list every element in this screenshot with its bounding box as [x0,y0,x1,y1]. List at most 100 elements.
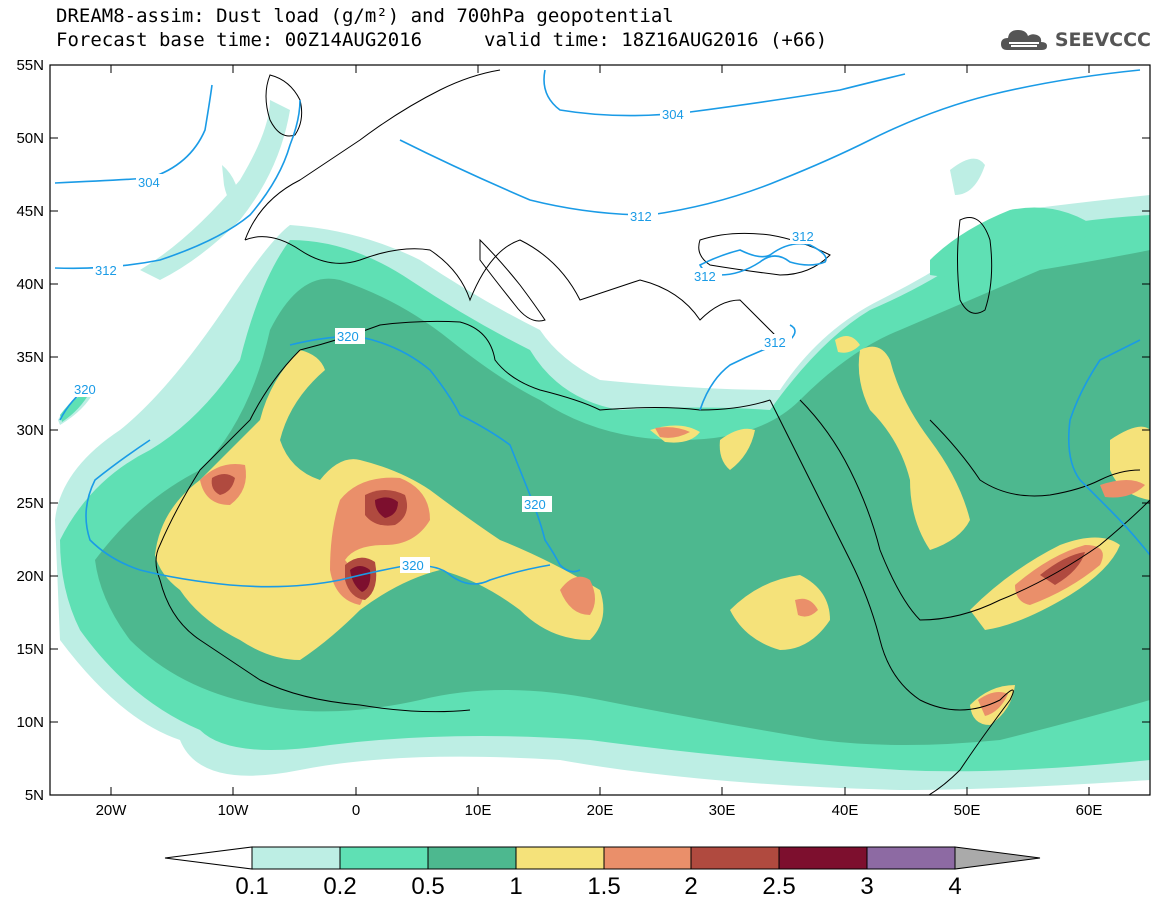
forecast-time-line: Forecast base time: 00Z14AUG2016 valid ti… [56,29,827,51]
coastline-britain [265,74,303,137]
cloud-logo-icon [1000,30,1047,50]
coastline-italy [479,238,546,322]
coastline-gulf [929,419,1141,497]
svg-text:304: 304 [138,175,160,190]
contour-label: 320 [72,381,102,397]
svg-text:320: 320 [524,497,546,512]
lat-tick-label: 15N [16,641,44,658]
lat-tick-label: 10N [16,714,44,731]
colorbar-label: 1 [509,873,522,900]
contour-label: 312 [628,208,658,224]
dust-level-1.5 [1100,480,1145,498]
coastline-europe [244,236,781,341]
contour-312 [698,242,827,276]
dust-level-1.5 [655,427,690,438]
colorbar-label: 3 [860,873,873,900]
lon-tick-label: 10E [465,802,492,819]
coastline-arabia [799,399,1150,621]
coastline-west-africa [155,349,471,713]
coastline-red-sea [769,399,1014,795]
coastline-europe-north [244,69,501,241]
colorbar-label: 2.5 [762,873,795,900]
lon-tick-label: 50E [954,802,981,819]
colorbar-segment [251,846,341,870]
dust-level-1.5 [560,576,595,615]
colorbar-segment [690,846,780,870]
dust-level-0.2 [930,207,1100,277]
svg-text:312: 312 [694,269,716,284]
forecast-base-time: Forecast base time: 00Z14AUG2016 [56,29,423,51]
dust-level-2.5 [375,497,398,518]
dust-level-1.5 [978,692,1008,716]
colorbar-segment [339,846,429,870]
svg-text:312: 312 [792,229,814,244]
coastlines [155,69,1150,795]
svg-text:320: 320 [337,329,359,344]
dust-level-2 [211,474,235,495]
contour-label: 312 [93,262,123,278]
contour-320 [289,335,581,573]
colorbar-label: 0.5 [411,873,444,900]
dust-level-2 [1040,552,1085,585]
colorbar-segment [603,846,692,870]
contour-label: 320 [400,557,430,573]
colorbar-segment [515,846,605,870]
lat-axis: 55N 50N 45N 40N 35N 30N 25N 20N 15N 10N … [16,57,1150,804]
contour-312 [699,324,796,411]
colorbar-segment [427,846,517,870]
lat-tick-label: 55N [16,57,44,74]
dust-level-0.1 [950,158,985,195]
coastline-north-africa [299,320,771,411]
colorbar: 0.1 0.2 0.5 1 1.5 2 2.5 3 4 [164,846,1041,900]
svg-text:320: 320 [74,382,96,397]
lat-tick-label: 45N [16,203,44,220]
contour-label: 320 [335,328,365,344]
logo-text: SEEVCCC [1054,29,1151,51]
lat-tick-label: 40N [16,276,44,293]
lon-tick-label: 30E [709,802,736,819]
contour-labels: 304 304 312 312 312 312 312 320 320 320 … [72,106,820,573]
coastline-black-sea [698,232,831,276]
svg-text:320: 320 [402,558,424,573]
colorbar-low-arrow [164,846,253,870]
colorbar-label: 4 [948,873,961,900]
colorbar-label: 0.2 [323,873,356,900]
lon-tick-label: 40E [832,802,859,819]
dust-level-0.1 [222,165,240,210]
lat-tick-label: 30N [16,422,44,439]
lon-tick-label: 20E [587,802,614,819]
dust-level-0.1 [140,100,290,280]
lat-tick-label: 35N [16,349,44,366]
lat-tick-label: 5N [25,787,44,804]
svg-text:312: 312 [764,335,786,350]
contour-label: 304 [136,174,166,190]
dust-level-0.2 [60,392,90,422]
dust-level-1.5 [795,598,818,617]
dust-level-1 [835,336,860,353]
colorbar-label: 1.5 [587,873,620,900]
contour-320 [85,439,551,588]
valid-time: valid time: 18Z16AUG2016 (+66) [484,29,828,51]
contour-label: 320 [522,496,552,512]
contour-304 [543,69,906,117]
colorbar-segment [778,846,868,870]
lat-tick-label: 50N [16,130,44,147]
svg-text:304: 304 [662,107,684,122]
coastline-caspian [957,217,993,314]
dust-level-1 [258,628,280,642]
seevccc-logo: SEEVCCC [999,26,1151,54]
contour-label: 312 [692,268,722,284]
dust-level-1 [858,346,970,550]
contour-312 [399,69,1141,216]
colorbar-segment [866,846,956,870]
lon-tick-label: 0 [352,802,360,819]
dust-level-1 [719,428,755,470]
contour-304 [54,84,213,184]
map-title: DREAM8-assim: Dust load (g/m²) and 700hP… [56,5,674,27]
dust-level-2.5 [350,566,371,592]
lon-tick-label: 10W [218,802,250,819]
lon-axis: 20W 10W 0 10E 20E 30E 40E 50E 60E [96,65,1103,819]
lon-tick-label: 60E [1076,802,1103,819]
svg-text:312: 312 [95,263,117,278]
